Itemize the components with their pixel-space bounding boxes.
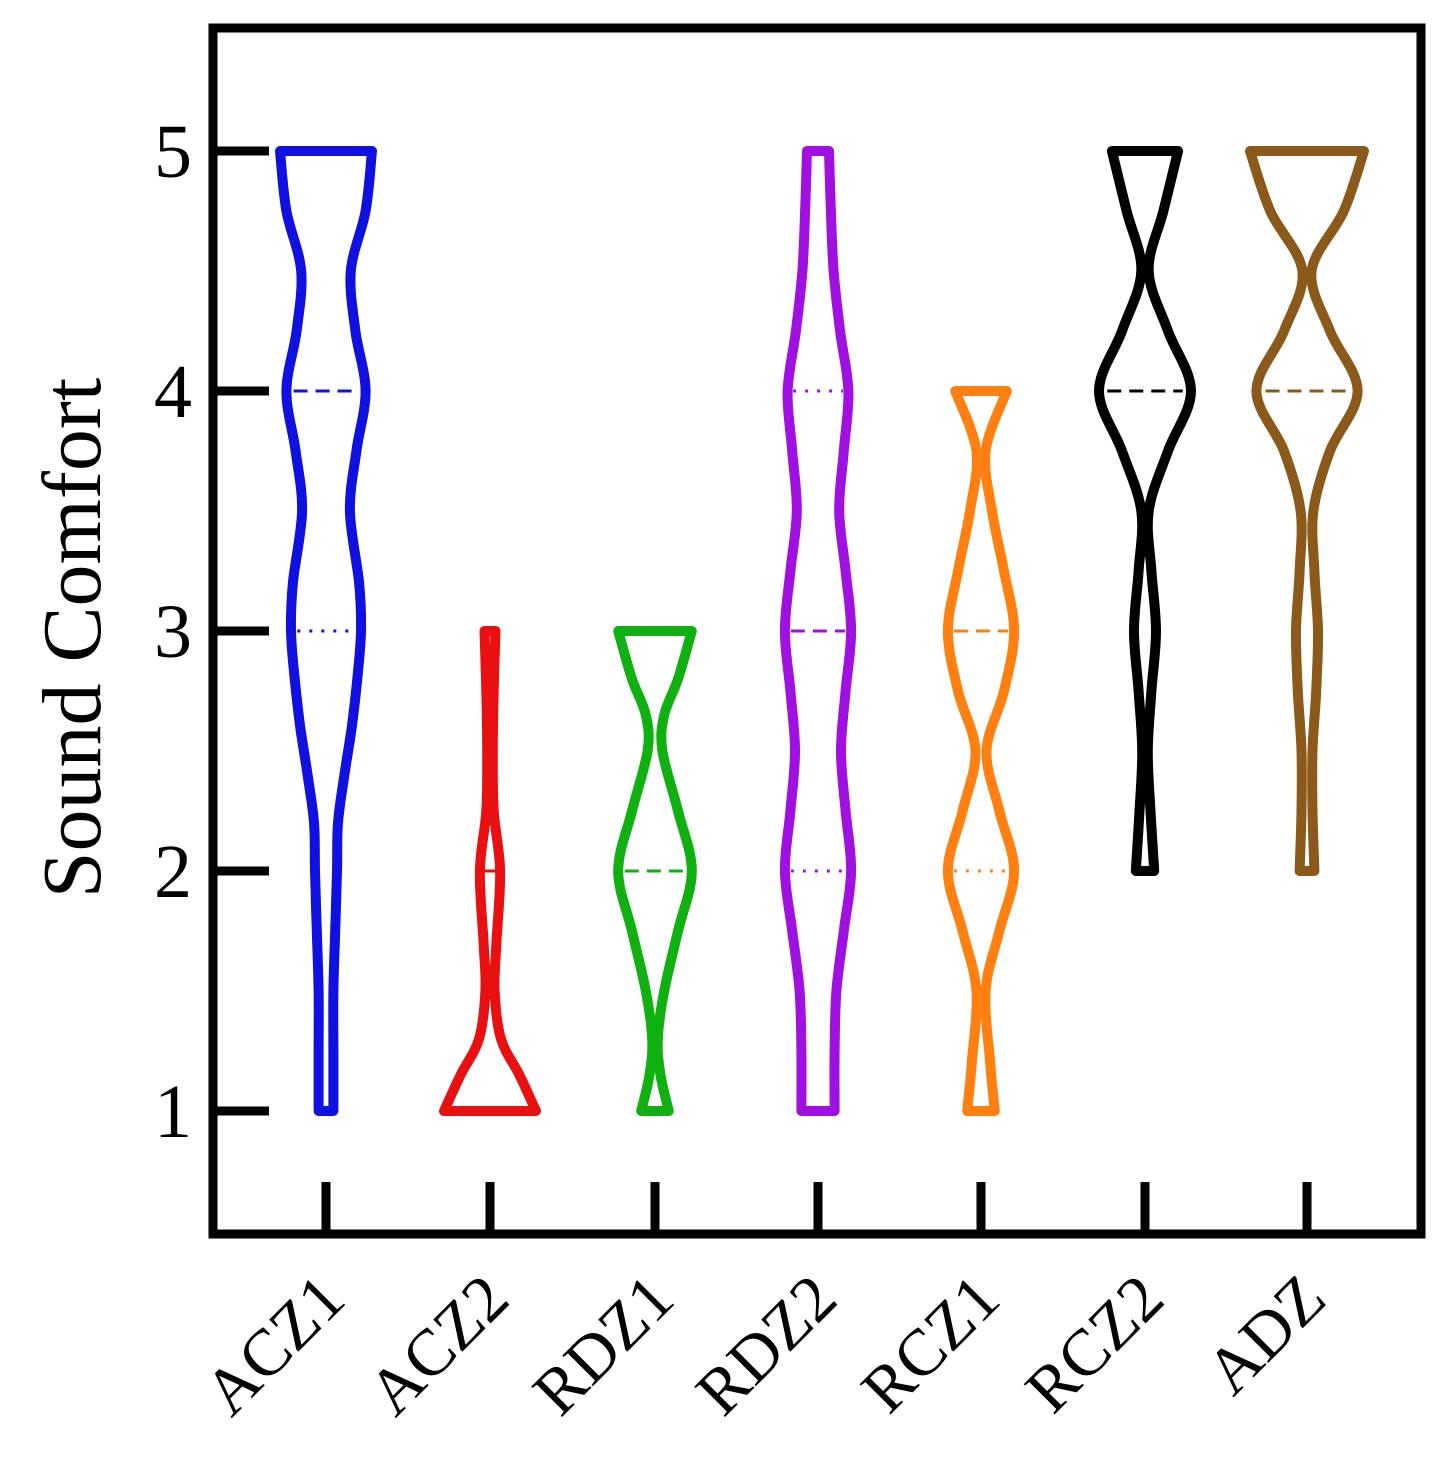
violin-acz1 <box>275 146 377 1116</box>
violin-acz2 <box>439 626 541 1116</box>
violin-outline-rcz1 <box>942 386 1020 1116</box>
y-tick-label: 2 <box>154 830 192 914</box>
y-tick-label: 3 <box>154 590 192 674</box>
violin-outline-rdz2 <box>779 146 857 1116</box>
y-tick-label: 4 <box>154 350 192 434</box>
violin-adz <box>1245 146 1369 876</box>
x-category-label: RDZ2 <box>682 1261 850 1429</box>
x-category-label: RDZ1 <box>519 1261 687 1429</box>
y-tick-label: 5 <box>154 110 192 194</box>
violin-rcz2 <box>1094 146 1196 876</box>
x-category-label: ADZ <box>1192 1261 1340 1409</box>
x-category-label: RCZ2 <box>1012 1261 1178 1427</box>
x-category-label: ACZ1 <box>190 1261 358 1429</box>
violin-outline-acz2 <box>439 626 541 1116</box>
violin-outline-adz <box>1245 146 1369 876</box>
violin-outline-rcz2 <box>1094 146 1196 876</box>
y-tick-label: 1 <box>154 1070 192 1154</box>
violin-outline-acz1 <box>275 146 377 1116</box>
violin-rdz1 <box>613 626 697 1116</box>
violin-rdz2 <box>779 146 857 1116</box>
violins-layer <box>275 146 1369 1116</box>
violin-outline-rdz1 <box>613 626 697 1116</box>
x-category-label: ACZ2 <box>354 1261 522 1429</box>
x-category-label: RCZ1 <box>848 1261 1014 1427</box>
violin-rcz1 <box>942 386 1020 1116</box>
y-axis-title: Sound Comfort <box>26 378 119 898</box>
